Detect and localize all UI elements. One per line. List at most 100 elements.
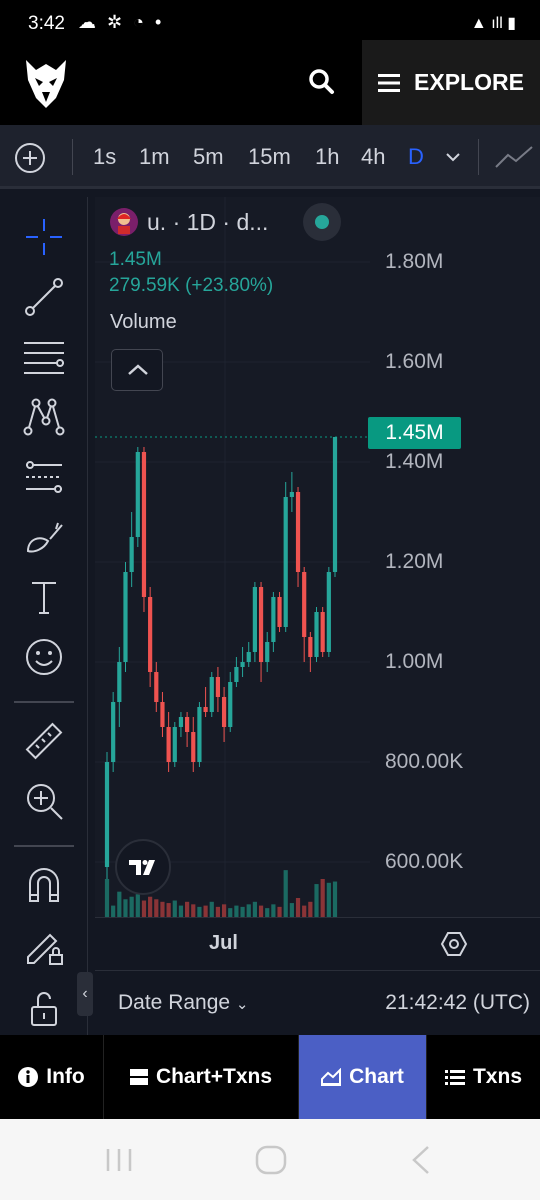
crosshair-icon[interactable] [22,215,66,259]
app-header: EXPLORE [0,40,540,125]
volume-bar [104,879,110,917]
settings-icon[interactable] [440,930,468,958]
add-symbol-icon[interactable] [14,142,46,174]
chart-icon [321,1068,342,1086]
time-axis[interactable]: Jul [95,917,540,969]
menu-icon [378,73,401,92]
candle-body [129,537,134,572]
volume-bar [246,904,251,917]
divider [72,139,73,175]
volume-bar [135,894,140,917]
price-label: 800.00K [385,750,464,773]
candle-body [191,732,196,762]
collapse-legend-button[interactable] [111,349,163,391]
timeframe-4h[interactable]: 4h [361,144,386,169]
list-icon [444,1070,465,1085]
volume-bar [185,901,190,917]
timeframe-5m[interactable]: 5m [193,144,224,169]
info-icon [18,1067,39,1087]
market-status-indicator[interactable] [303,203,341,241]
candle-body [283,497,288,627]
volume-bar [209,901,214,917]
recent-apps-icon[interactable] [104,1147,134,1173]
tab-chart[interactable]: Chart [299,1035,427,1119]
candle-body [289,492,294,497]
magnet-icon[interactable] [22,863,66,907]
chart-title: u. · 1D · d... [147,208,269,235]
volume-bar [258,905,264,917]
tab-chart-txns[interactable]: Chart+Txns [104,1035,299,1119]
price-label: 1.00M [385,650,444,673]
candle-body [185,717,190,732]
explore-button[interactable]: EXPLORE [362,40,540,125]
date-range-button[interactable]: Date Range ⌄ [118,991,249,1015]
utc-clock[interactable]: 21:42:42 (UTC) [385,991,530,1014]
timeframe-1h[interactable]: 1h [315,144,340,169]
eagle-logo-icon[interactable] [22,58,70,110]
candle-body [203,707,208,712]
chevron-down-icon[interactable] [445,152,461,162]
volume-bar [148,896,153,917]
candle-body [172,727,177,762]
collapse-toolbar-button[interactable]: ‹ [77,972,93,1016]
pattern-icon[interactable] [22,395,66,439]
timeframe-15m[interactable]: 15m [248,144,291,169]
volume-bar [271,904,276,917]
drawing-toolbar: ‹ [0,197,93,1035]
forecast-icon[interactable] [22,455,66,499]
zoom-in-icon[interactable] [22,779,66,823]
split-view-icon [129,1069,148,1085]
candle-body [228,682,233,727]
ruler-icon[interactable] [22,719,66,763]
tab-info[interactable]: Info [0,1035,104,1119]
trend-line-icon[interactable] [22,275,66,319]
timeframe-bar: 1s 1m 5m 15m 1h 4h D [0,125,540,189]
volume-bar [308,901,313,917]
timeframe-1s[interactable]: 1s [93,144,117,169]
volume-bar [295,898,301,917]
volume-bar [252,901,257,917]
candle-body [302,572,307,637]
chart-footer: Date Range ⌄ 21:42:42 (UTC) [95,970,540,1035]
toolbar-divider [14,701,74,703]
lock-drawing-icon[interactable] [22,923,66,967]
volume-bar [234,905,239,917]
volume-bar [154,899,159,917]
toolbar-divider [14,845,74,847]
volume-bar [141,900,147,917]
chart-pane[interactable]: u. · 1D · d... 1.45M 279.59K (+23.80%) V… [95,197,540,917]
tab-label: Info [46,1065,85,1088]
candle-body [117,662,122,702]
price-label: 1.80M [385,250,444,273]
candlestick-chart [95,197,375,917]
candle-body [326,572,331,652]
current-price-tag: 1.45M [368,417,461,449]
volume-value: 1.45M [109,249,162,270]
system-icons: ▲ ıll ▮ [470,15,516,32]
tab-label: Txns [472,1065,522,1088]
bottom-tabs: Info Chart+Txns Chart Txns [0,1035,540,1119]
back-icon[interactable] [410,1145,432,1175]
brush-icon[interactable] [22,515,66,559]
timeframe-1m[interactable]: 1m [139,144,170,169]
candle-body [215,677,221,697]
tab-txns[interactable]: Txns [427,1035,540,1119]
chevron-up-icon [128,364,148,375]
tradingview-icon [129,860,155,875]
volume-bar [314,884,319,917]
home-icon[interactable] [255,1145,287,1175]
search-icon[interactable] [302,62,342,102]
text-icon[interactable] [22,575,66,619]
price-axis[interactable]: 1.80M 1.60M 1.40M 1.20M 1.00M 800.00K 60… [375,197,540,917]
emoji-icon[interactable] [22,635,66,679]
candle-body [234,667,239,682]
horizontal-lines-icon[interactable] [22,335,66,379]
tradingview-logo[interactable] [115,839,171,895]
volume-label: Volume [110,311,177,333]
candle-body [154,672,159,702]
unlock-icon[interactable] [22,987,66,1031]
timeframe-d[interactable]: D [408,144,424,169]
system-nav-bar [0,1119,540,1200]
chart-type-icon[interactable] [494,143,534,171]
chevron-down-icon: ⌄ [235,996,249,1013]
